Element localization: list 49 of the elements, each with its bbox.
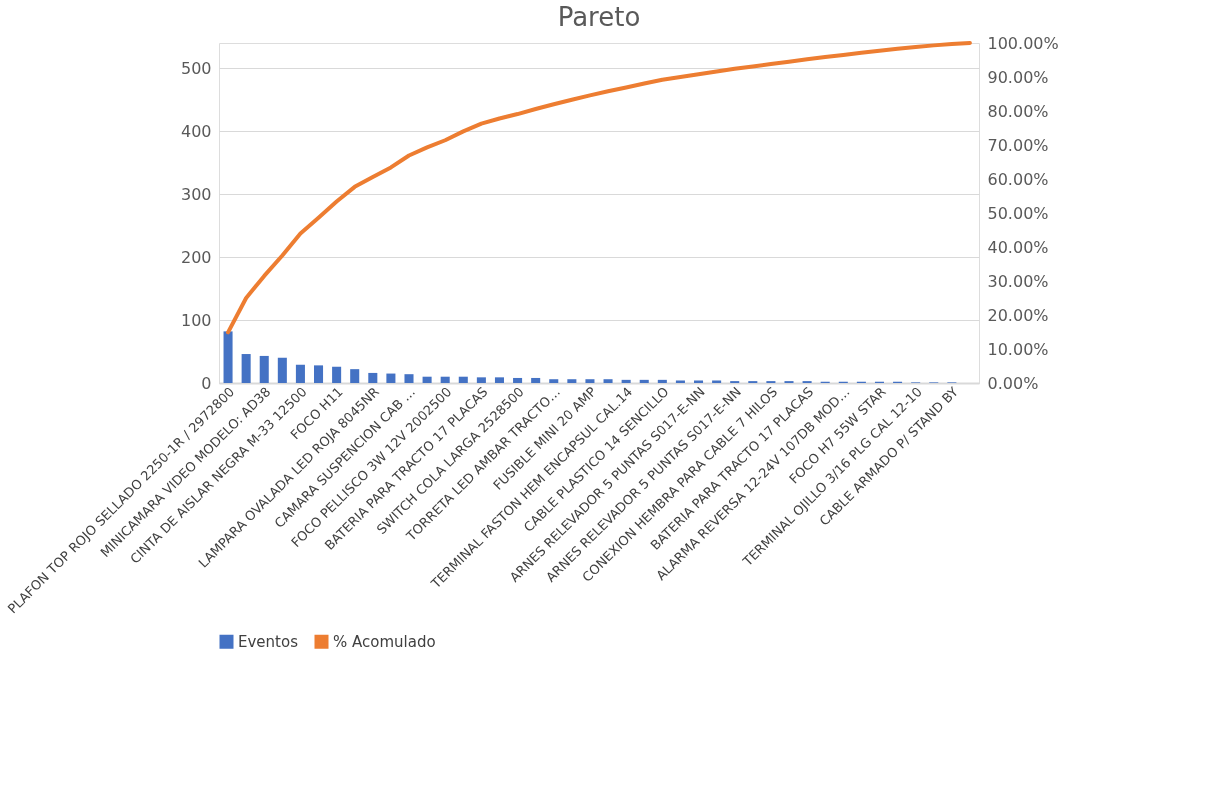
bar — [404, 374, 414, 383]
y2-tick-label: 100.00% — [987, 33, 1059, 53]
chart-title: Pareto — [557, 2, 641, 32]
legend-label: % Acomulado — [333, 632, 436, 651]
legend-label: Eventos — [238, 632, 299, 651]
y2-tick-label: 10.00% — [987, 339, 1049, 359]
y-tick-label: 100 — [180, 310, 212, 330]
y-tick-label: 500 — [180, 58, 212, 78]
y2-tick-label: 80.00% — [987, 101, 1049, 121]
y2-tick-label: 40.00% — [987, 237, 1049, 257]
bar — [422, 376, 432, 383]
bar — [657, 379, 667, 383]
bar — [549, 379, 559, 383]
bar — [458, 376, 468, 383]
bar — [386, 373, 396, 383]
bar — [259, 355, 269, 383]
bar — [440, 376, 450, 383]
bar — [712, 380, 722, 383]
bar — [368, 372, 378, 383]
bar — [603, 379, 613, 383]
bar — [494, 377, 504, 383]
bar — [513, 377, 523, 383]
bar — [223, 331, 233, 383]
line-series — [226, 41, 972, 335]
bar — [567, 379, 577, 383]
bar — [639, 379, 649, 383]
bar — [332, 366, 342, 383]
y2-tick-label: 90.00% — [987, 67, 1049, 87]
bar — [295, 364, 305, 383]
bar — [241, 354, 251, 383]
y2-tick-label: 0.00% — [987, 373, 1039, 393]
bar — [621, 379, 631, 383]
bar — [531, 377, 541, 383]
bar — [694, 380, 704, 383]
y-tick-label: 200 — [180, 247, 212, 267]
y-tick-label: 0 — [201, 373, 212, 393]
y2-tick-label: 50.00% — [987, 203, 1049, 223]
bar — [675, 380, 685, 383]
y2-tick-label: 60.00% — [987, 169, 1049, 189]
y-tick-label: 400 — [180, 121, 212, 141]
y2-tick-label: 70.00% — [987, 135, 1049, 155]
bar — [476, 377, 486, 383]
bar — [314, 365, 324, 383]
bar — [350, 369, 360, 383]
bar — [585, 379, 595, 383]
bar — [277, 357, 287, 383]
y2-tick-label: 20.00% — [987, 305, 1049, 325]
y2-tick-label: 30.00% — [987, 271, 1049, 291]
y-tick-label: 300 — [180, 184, 212, 204]
